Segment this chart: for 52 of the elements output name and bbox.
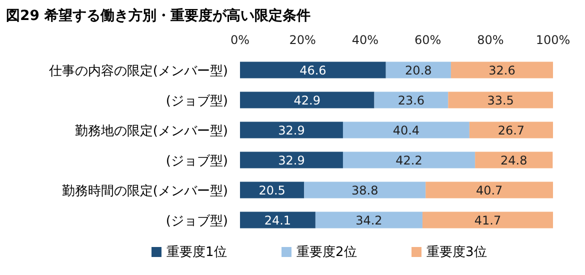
bar bbox=[240, 92, 374, 108]
x-tick-label: 100% bbox=[536, 33, 570, 47]
data-label: 20.8 bbox=[405, 64, 432, 78]
bar bbox=[240, 152, 343, 168]
data-label: 40.7 bbox=[476, 184, 503, 198]
x-tick-label: 80% bbox=[477, 33, 504, 47]
legend-label: 重要度2位 bbox=[296, 244, 357, 260]
data-label: 32.9 bbox=[278, 154, 305, 168]
data-label: 20.5 bbox=[258, 184, 286, 198]
y-tick-label: 勤務地の限定(メンバー型) bbox=[74, 124, 228, 139]
y-tick-label: (ジョブ型) bbox=[166, 214, 228, 229]
data-label: 46.6 bbox=[300, 64, 326, 78]
data-label: 23.6 bbox=[398, 94, 425, 108]
bar bbox=[374, 92, 448, 108]
bar bbox=[240, 122, 343, 138]
bar bbox=[469, 122, 553, 138]
data-label: 42.9 bbox=[294, 94, 320, 108]
y-tick-label: (ジョブ型) bbox=[166, 94, 228, 109]
bar bbox=[426, 182, 553, 198]
bar bbox=[315, 212, 422, 228]
bar bbox=[342, 122, 470, 138]
bar bbox=[304, 182, 426, 198]
bar bbox=[240, 212, 316, 228]
data-label: 32.9 bbox=[278, 124, 305, 138]
data-label: 26.7 bbox=[498, 124, 525, 138]
legend-label: 重要度3位 bbox=[426, 244, 487, 260]
data-label: 24.1 bbox=[264, 214, 292, 228]
data-label: 32.6 bbox=[488, 64, 516, 78]
legend-label: 重要度1位 bbox=[166, 244, 227, 260]
data-label: 40.4 bbox=[392, 124, 420, 138]
bar bbox=[386, 62, 451, 78]
y-tick-label: 仕事の内容の限定(メンバー型) bbox=[48, 63, 228, 79]
y-tick-label: (ジョブ型) bbox=[166, 154, 228, 169]
x-tick-label: 60% bbox=[414, 33, 442, 47]
data-label: 38.8 bbox=[352, 184, 378, 198]
bar bbox=[450, 62, 553, 78]
data-label: 41.7 bbox=[474, 214, 502, 228]
bar bbox=[475, 152, 553, 168]
x-tick-label: 40% bbox=[352, 33, 379, 47]
x-tick-label: 20% bbox=[289, 33, 316, 47]
y-tick-label: 勤務時間の限定(メンバー型) bbox=[62, 184, 228, 199]
data-label: 24.8 bbox=[500, 154, 528, 168]
data-label: 33.5 bbox=[487, 94, 514, 108]
bar bbox=[240, 182, 304, 198]
bar bbox=[240, 62, 386, 78]
chart-title: 図29 希望する働き方別・重要度が高い限定条件 bbox=[6, 7, 310, 24]
bar bbox=[342, 152, 476, 168]
data-label: 42.2 bbox=[396, 154, 422, 168]
data-label: 34.2 bbox=[356, 214, 382, 228]
bar bbox=[422, 212, 553, 228]
bar bbox=[448, 92, 553, 108]
x-tick-label: 0% bbox=[230, 33, 250, 47]
